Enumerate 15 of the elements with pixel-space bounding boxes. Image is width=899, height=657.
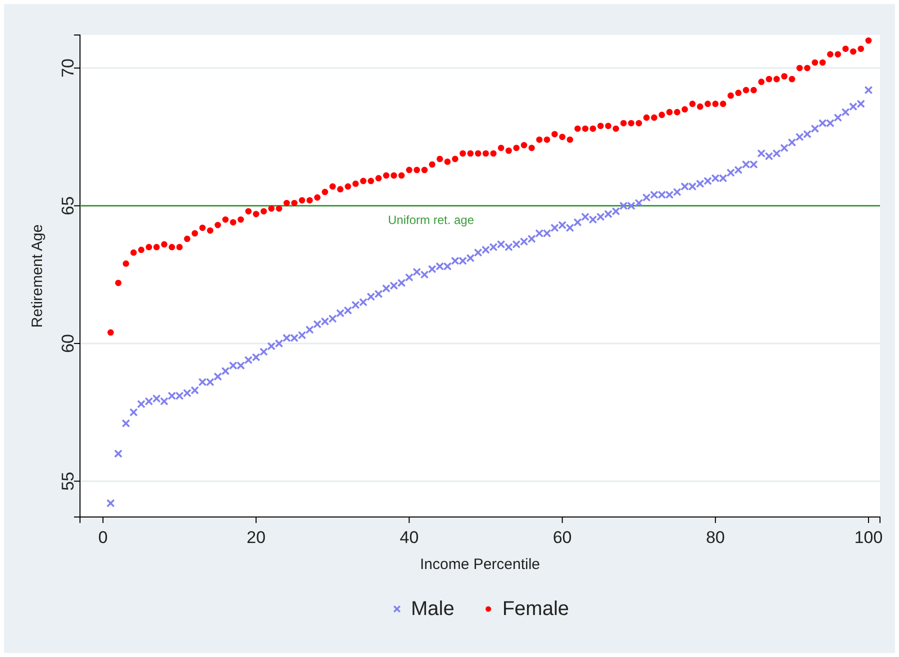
x-tick-label: 20	[246, 528, 266, 547]
x-tick-label: 80	[706, 528, 725, 547]
legend-label: Female	[502, 598, 570, 620]
ref-line-label: Uniform ret. age	[388, 212, 474, 227]
x-tick-label: 100	[854, 528, 883, 547]
y-axis-title: Retirement Age	[29, 224, 46, 328]
y-tick-label: 60	[58, 334, 78, 353]
x-tick-label: 0	[98, 528, 108, 547]
x-tick-label: 60	[552, 528, 572, 547]
legend-label: Male	[410, 598, 454, 620]
x-tick-label: 40	[400, 528, 419, 547]
y-tick-label: 55	[58, 472, 78, 491]
y-tick-label: 70	[58, 58, 78, 78]
x-axis-title: Income Percentile	[420, 556, 540, 573]
y-tick-label: 65	[58, 196, 78, 216]
